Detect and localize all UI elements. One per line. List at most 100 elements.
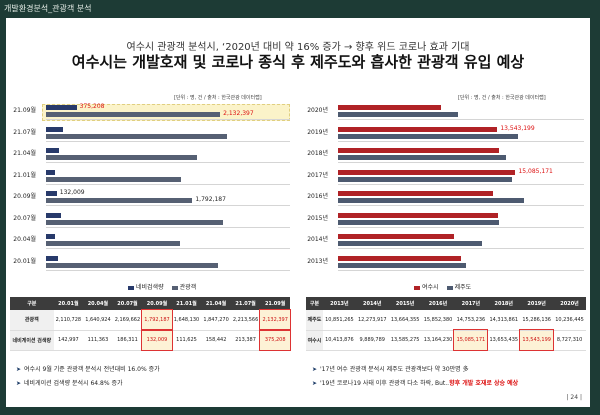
data-label: 1,792,187	[195, 196, 226, 203]
table-cell: 13,585,275	[388, 330, 422, 351]
left-data-table: 구분 20.01월 20.04월 20.07월 20.09월 21.01월 21.04월 21…	[10, 297, 291, 351]
y-tick-label: 2016년	[307, 193, 328, 200]
bar-여수시	[338, 105, 441, 110]
unit-note-right: [단위 : 명, 건 / 출처 : 한국관광 데이터랩]	[458, 95, 546, 101]
bar-여수시	[338, 234, 455, 239]
table-row: 관광객 2,110,728 1,640,924 2,169,662 1,792,187 1…	[10, 309, 291, 331]
table-cell: 13,164,230	[421, 330, 455, 351]
row-gridline	[46, 205, 290, 206]
table-cell: 15,286,136	[520, 310, 554, 331]
table-cell: 111,625	[171, 330, 202, 351]
bar-제주도	[338, 219, 499, 225]
row-gridline	[338, 140, 584, 142]
right-bar-chart: 2020년 2019년 13,543,199 2018년 2017년 15,085,171…	[298, 102, 590, 280]
row-gridline	[338, 248, 584, 249]
table-header-cell: 21.01월	[171, 297, 202, 310]
table-row: 제주도 10,851,265 12,273,917 13,664,355 15,852,…	[306, 310, 586, 331]
bar-제주도	[338, 155, 507, 160]
row-gridline	[46, 140, 290, 142]
bar-관광객	[46, 133, 227, 139]
slide-subtitle: 여수시 관광객 분석시, ‘2020년 대비 약 16% 증가 → 향후 위드 …	[126, 42, 470, 53]
table-cell: 10,851,265	[322, 310, 356, 331]
table-header-cell: 20.04월	[83, 297, 113, 310]
data-label: 375,208	[79, 103, 105, 110]
bar-제주도	[338, 112, 459, 117]
bar-네비검색량	[46, 148, 59, 153]
row-header: 네비게이션 검색량	[10, 330, 54, 351]
table-cell: 132,009	[141, 329, 173, 351]
table-cell: 186,311	[112, 330, 143, 351]
bar-관광객	[46, 112, 221, 117]
bar-네비검색량	[46, 255, 58, 261]
legend-item-navi: 네비검색량	[128, 282, 164, 291]
bar-네비검색량	[46, 212, 62, 218]
header-label: 개발환경분석_관광객 분석	[4, 4, 92, 13]
row-header: 여수시	[306, 330, 323, 351]
table-cell: 10,236,445	[553, 310, 586, 331]
data-label: 15,085,171	[518, 167, 553, 175]
bar-관광객	[46, 262, 219, 268]
row-gridline	[46, 183, 290, 185]
y-tick-label: 2013년	[307, 257, 328, 265]
bar-관광객	[46, 176, 181, 182]
bar-관광객	[46, 198, 193, 203]
bar-제주도	[338, 133, 518, 139]
legend-item-tourists: 관광객	[171, 282, 196, 291]
table-cell: 1,648,130	[171, 310, 202, 331]
table-header-cell: 20.09월	[142, 297, 172, 310]
legend-right: 여수시 제주도	[414, 282, 471, 291]
table-header-cell: 21.07월	[230, 297, 261, 310]
table-header-cell: 21.09월	[260, 297, 290, 310]
table-cell: 158,442	[201, 330, 231, 351]
table-cell: 8,727,310	[553, 330, 586, 351]
row-gridline	[338, 269, 584, 271]
page-number: | 24 |	[566, 394, 583, 401]
table-cell: 213,387	[230, 330, 261, 351]
y-tick-label: 2014년	[307, 236, 328, 243]
y-tick-label: 2017년	[307, 171, 328, 179]
table-cell: 2,213,566	[230, 310, 261, 331]
y-tick-label: 21.07월	[13, 128, 36, 136]
row-gridline	[46, 226, 290, 228]
legend-item-jeju: 제주도	[446, 282, 471, 291]
table-cell: 2,132,397	[259, 309, 291, 331]
bar-관광객	[46, 241, 180, 246]
table-cell: 14,753,236	[454, 310, 488, 331]
bar-여수시	[338, 255, 461, 261]
table-cell: 9,889,789	[355, 330, 389, 351]
bar-관광객	[46, 155, 197, 160]
y-tick-label: 20.07월	[13, 214, 36, 222]
row-gridline	[338, 205, 584, 206]
legend-left: 네비검색량 관광객	[128, 282, 196, 291]
left-bullet-1: ➤ 여수시 9월 기준 관광객 분석시 전년대비 16.0% 증가	[16, 366, 160, 373]
y-tick-label: 21.04월	[13, 150, 36, 157]
table-cell: 14,313,861	[487, 310, 521, 331]
table-cell: 375,208	[259, 329, 291, 351]
table-header-cell: 2017년	[454, 297, 488, 310]
right-bullet-2: ➤ '19년 코로나19 사태 이후 관광객 다소 하락, But..향후 개발 …	[312, 380, 519, 387]
row-gridline	[338, 119, 584, 120]
bar-제주도	[338, 241, 483, 246]
row-gridline	[46, 162, 290, 163]
row-gridline	[46, 248, 290, 249]
table-cell: 111,363	[83, 330, 113, 351]
y-tick-label: 2019년	[307, 128, 328, 136]
table-header-cell: 구분	[306, 297, 323, 310]
table-header-cell: 2016년	[421, 297, 455, 310]
right-bullet-1: ➤ '17년 여수 관광객 분석시 제주도 관광객보다 약 30만명 多	[312, 366, 469, 373]
row-gridline	[46, 119, 290, 120]
bar-제주도	[338, 262, 466, 268]
row-gridline	[46, 269, 290, 271]
bar-네비검색량	[46, 169, 56, 175]
table-cell: 13,653,435	[487, 330, 521, 351]
bar-여수시	[338, 191, 493, 196]
table-header-cell: 2013년	[322, 297, 356, 310]
bar-여수시	[338, 148, 499, 153]
y-tick-label: 2020년	[307, 107, 328, 114]
table-cell: 1,640,924	[83, 310, 113, 331]
table-header-cell: 2019년	[520, 297, 554, 310]
bar-네비검색량	[46, 191, 57, 196]
table-header-cell: 20.07월	[112, 297, 143, 310]
data-label: 132,009	[59, 189, 85, 196]
table-header-cell: 2015년	[388, 297, 422, 310]
